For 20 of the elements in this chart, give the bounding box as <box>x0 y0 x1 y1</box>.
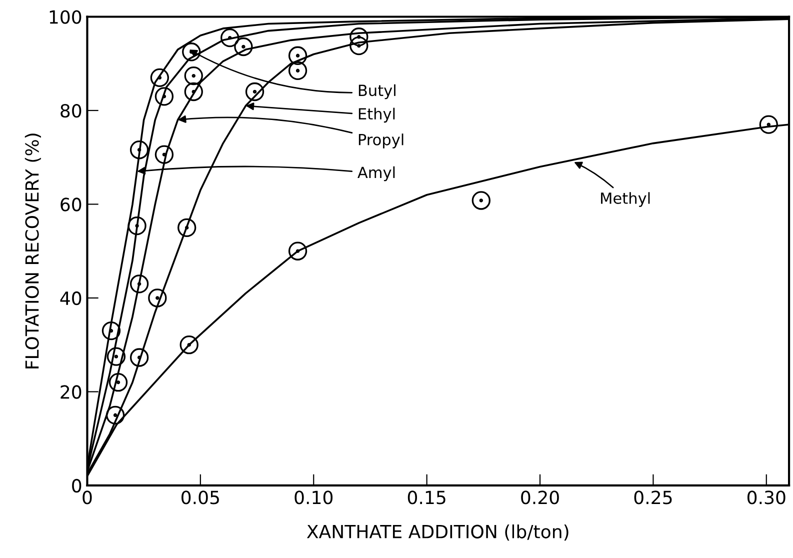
x-tick-label: 0 <box>82 490 92 504</box>
x-tick-label: 0.25 <box>634 490 672 504</box>
annotation: Butyl <box>358 84 396 100</box>
x-tick-label: 0.30 <box>747 490 786 504</box>
y-tick-label: 80 <box>60 104 82 118</box>
y-tick-label: 40 <box>60 291 82 306</box>
y-axis-title: FLOTATION RECOVERY (%) <box>24 134 41 368</box>
y-tick-label: 60 <box>60 198 82 212</box>
x-tick-label: 0.10 <box>294 490 333 504</box>
x-tick-label: 0.05 <box>182 490 219 504</box>
x-axis-title: XANTHATE ADDITION (lb/ton) <box>306 524 568 541</box>
annotation: Amyl <box>358 166 395 182</box>
y-tick-label: 0 <box>72 478 82 493</box>
annotation: Ethyl <box>358 108 395 123</box>
annotation: Methyl <box>601 192 650 207</box>
y-tick-label: 20 <box>60 385 82 399</box>
x-tick-label: 0.20 <box>521 490 559 504</box>
y-tick-label: 100 <box>50 10 82 24</box>
x-tick-label: 0.15 <box>408 490 446 504</box>
annotation: Propyl <box>358 134 404 148</box>
